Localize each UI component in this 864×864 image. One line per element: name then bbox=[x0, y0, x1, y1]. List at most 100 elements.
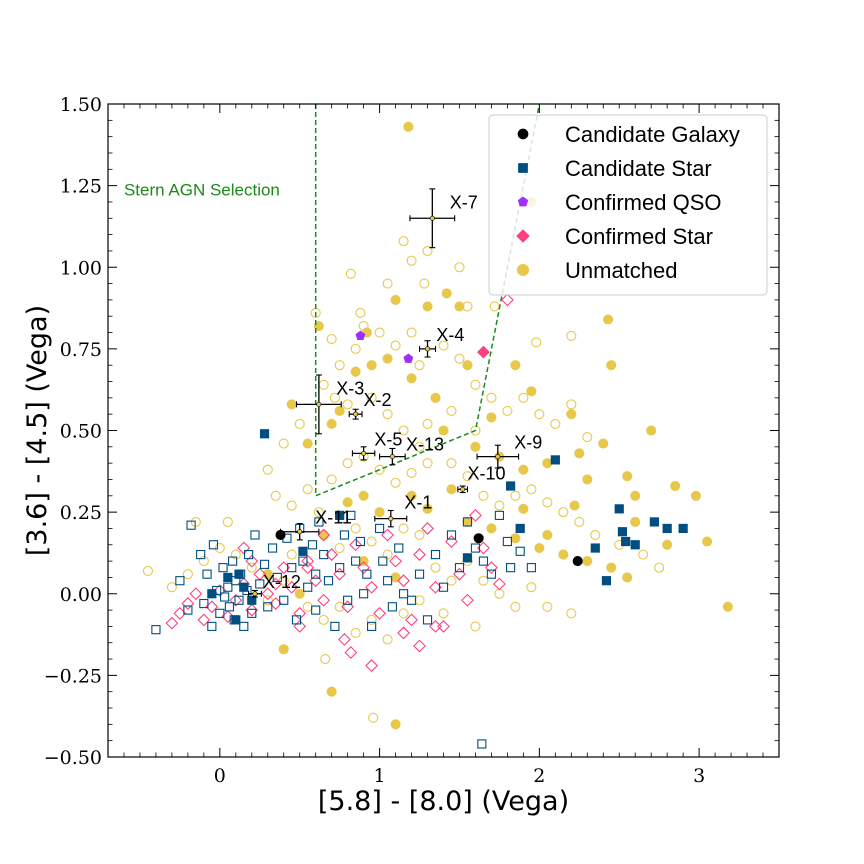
candidate-star-point-open bbox=[343, 595, 353, 605]
unmatched-point-open bbox=[329, 392, 340, 403]
candidate-star-point-open bbox=[224, 602, 235, 612]
unmatched-point-open bbox=[534, 409, 545, 420]
confirmed-star-point-open bbox=[493, 577, 506, 591]
confirmed-star-point-open bbox=[229, 593, 243, 607]
confirmed-star-point-open bbox=[413, 548, 426, 561]
confirmed-star-point-open bbox=[245, 554, 259, 568]
candidate-star-point-open bbox=[243, 549, 254, 560]
candidate-star-point-open bbox=[515, 546, 525, 556]
unmatched-point-open bbox=[302, 484, 313, 495]
confirmed-star-point-open bbox=[397, 626, 410, 640]
candidate-star-point-open bbox=[307, 540, 318, 550]
unmatched-point bbox=[542, 529, 553, 541]
unmatched-point bbox=[441, 288, 452, 299]
y-tick-label: 1.50 bbox=[60, 94, 102, 116]
unmatched-point bbox=[406, 373, 417, 384]
source-x-5: X-5 bbox=[351, 429, 402, 461]
candidate-star-point-open bbox=[279, 595, 289, 605]
unmatched-point bbox=[582, 474, 593, 485]
legend-label: Confirmed Star bbox=[565, 224, 713, 249]
unmatched-point-open bbox=[366, 614, 377, 625]
confirmed-star-point-open bbox=[429, 619, 442, 633]
unmatched-point-open bbox=[438, 608, 449, 619]
candidate-star-point-open bbox=[494, 510, 505, 520]
legend-marker bbox=[517, 196, 529, 207]
unmatched-point-open bbox=[542, 601, 553, 612]
candidate-star-point bbox=[678, 523, 688, 534]
confirmed-star-point-open bbox=[365, 659, 379, 672]
x-axis-title: [5.8] - [8.0] (Vega) bbox=[318, 786, 569, 817]
candidate-star-point bbox=[601, 576, 612, 586]
legend-item-confirmed-star: Confirmed Star bbox=[516, 224, 713, 249]
unmatched-point-open bbox=[446, 458, 457, 469]
unmatched-point-open bbox=[406, 327, 417, 338]
unmatched-point-open bbox=[470, 379, 481, 390]
unmatched-point-open bbox=[470, 621, 481, 632]
unmatched-point-open bbox=[382, 409, 393, 420]
unmatched-point bbox=[606, 562, 617, 573]
candidate-star-point-open bbox=[228, 556, 238, 566]
unmatched-point bbox=[382, 353, 393, 364]
confirmed-star-point-open bbox=[413, 639, 426, 653]
source-label: X-2 bbox=[363, 390, 391, 410]
unmatched-point bbox=[403, 121, 414, 132]
candidate-star-point-open bbox=[323, 576, 334, 586]
unmatched-point bbox=[438, 425, 449, 436]
series-candidate-galaxy bbox=[275, 529, 583, 567]
unmatched-point-open bbox=[430, 562, 441, 573]
unmatched-point-open bbox=[278, 575, 289, 586]
unmatched-point-open bbox=[278, 438, 289, 449]
candidate-star-point-open bbox=[454, 563, 465, 573]
unmatched-point bbox=[462, 360, 473, 371]
confirmed-star-point-open bbox=[341, 600, 355, 614]
confirmed-star-point-open bbox=[338, 633, 351, 646]
unmatched-point-open bbox=[342, 458, 353, 469]
x-tick-label: 3 bbox=[693, 765, 705, 787]
confirmed-star-point-open bbox=[445, 535, 458, 548]
unmatched-point bbox=[526, 386, 537, 397]
legend: Candidate Galaxy Candidate Star Confirmed … bbox=[488, 114, 768, 296]
unmatched-point bbox=[326, 686, 337, 697]
candidate-star-point-open bbox=[223, 582, 233, 592]
unmatched-point bbox=[366, 360, 377, 371]
confirmed-star-point-open bbox=[405, 613, 418, 627]
confirmed-star-point-open bbox=[309, 574, 323, 588]
unmatched-point-open bbox=[334, 360, 345, 371]
unmatched-point-open bbox=[390, 477, 401, 488]
source-x-11: X-11 bbox=[279, 508, 352, 541]
unmatched-point-open bbox=[262, 464, 273, 475]
confirmed-star-point-open bbox=[397, 574, 410, 588]
confirmed-star-point-open bbox=[461, 593, 474, 607]
confirmed-star-point-open bbox=[437, 619, 450, 633]
confirmed-star-point-open bbox=[421, 522, 434, 535]
candidate-star-point-open bbox=[186, 520, 196, 530]
unmatched-point bbox=[390, 294, 401, 305]
confirmed-qso-point bbox=[403, 353, 414, 363]
unmatched-point bbox=[350, 366, 361, 377]
unmatched-point bbox=[722, 601, 733, 612]
unmatched-point-open bbox=[566, 608, 577, 619]
candidate-star-point-open bbox=[250, 530, 260, 540]
confirmed-star-point-open bbox=[317, 593, 331, 607]
confirmed-star-point-open bbox=[293, 606, 307, 620]
unmatched-point-open bbox=[326, 474, 337, 485]
candidate-star-point-open bbox=[259, 559, 270, 569]
unmatched-point-open bbox=[510, 490, 521, 501]
confirmed-star-point-open bbox=[381, 528, 394, 542]
unmatched-point-open bbox=[454, 262, 465, 273]
unmatched-point-open bbox=[486, 392, 497, 403]
unmatched-point-open bbox=[355, 307, 366, 319]
source-x-7: X-7 bbox=[409, 188, 478, 249]
candidate-star-point bbox=[630, 540, 640, 550]
series-confirmed-qso bbox=[355, 330, 414, 363]
legend-marker bbox=[516, 263, 530, 277]
y-tick-label: 1.00 bbox=[60, 257, 102, 279]
unmatched-point-open bbox=[198, 556, 209, 567]
unmatched-point-open bbox=[494, 500, 505, 511]
candidate-star-point-open bbox=[378, 556, 388, 566]
unmatched-point-open bbox=[246, 562, 257, 573]
unmatched-point-open bbox=[438, 340, 449, 351]
unmatched-point-open bbox=[382, 634, 393, 645]
unmatched-point bbox=[542, 458, 553, 469]
confirmed-star-point-open bbox=[261, 587, 275, 601]
